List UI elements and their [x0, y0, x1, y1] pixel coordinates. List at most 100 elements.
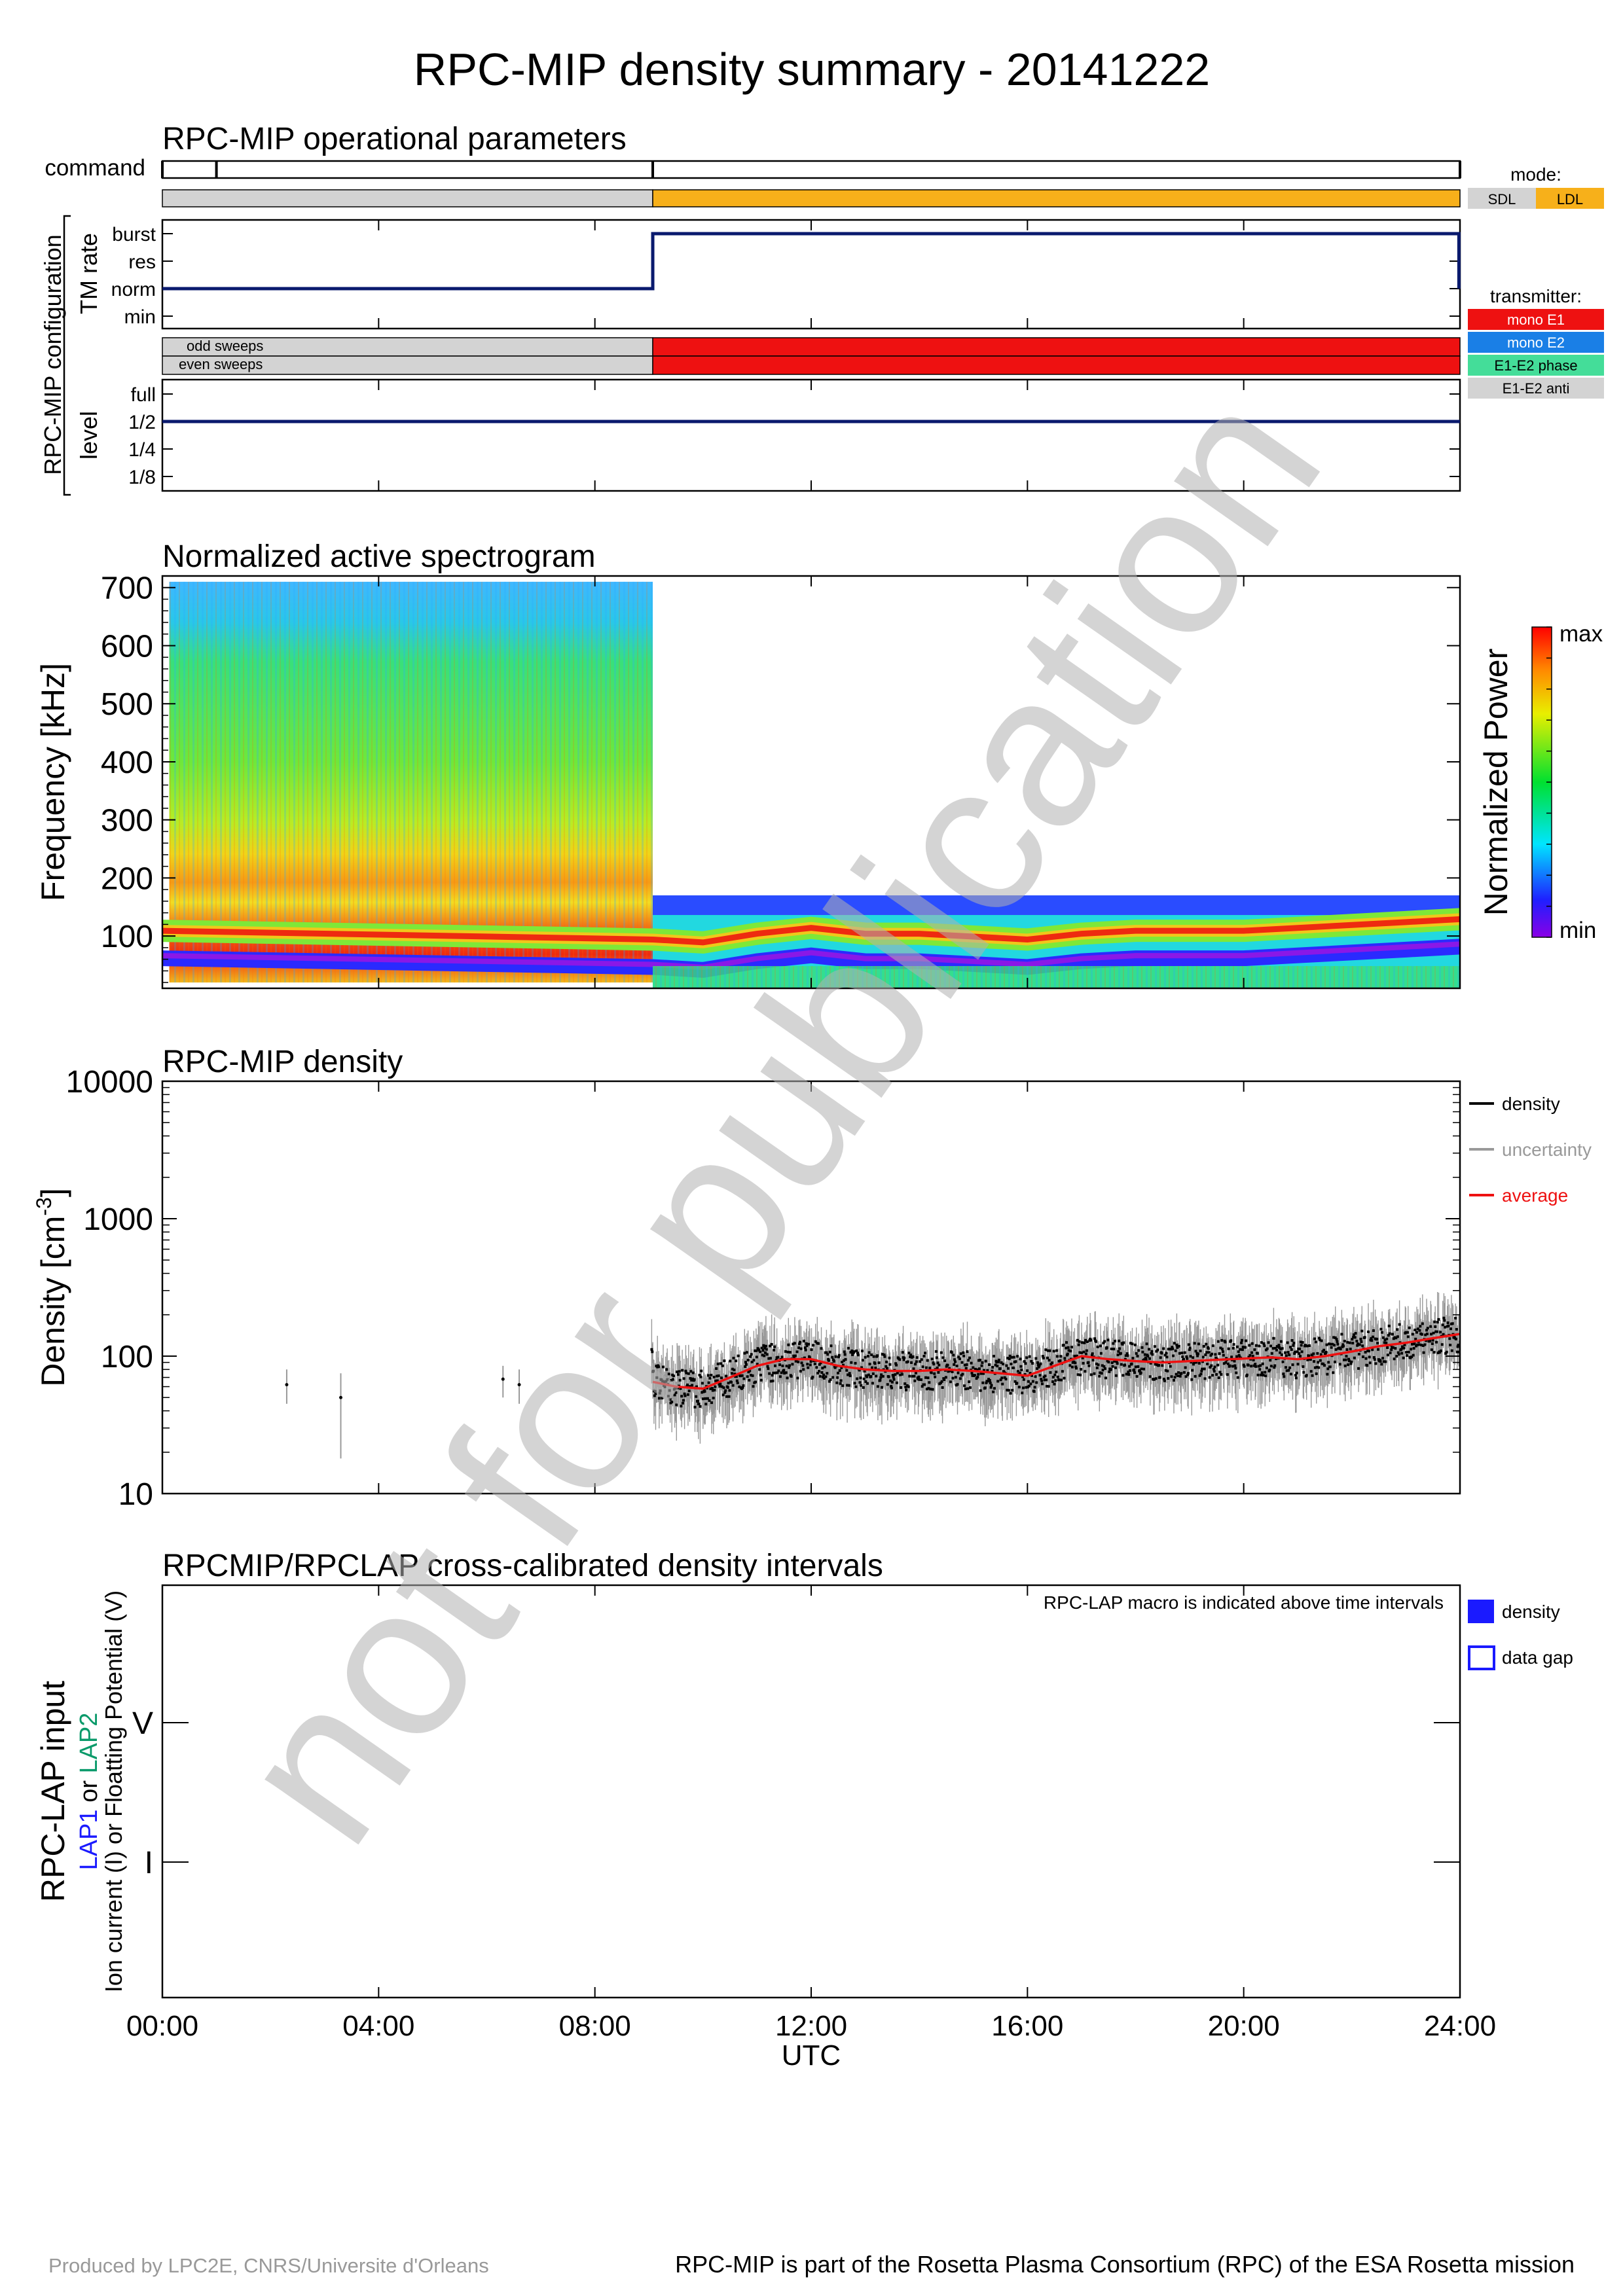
crosscal-legend-swatch-gap: [1468, 1645, 1495, 1670]
spectrogram-title: Normalized active spectrogram: [162, 539, 596, 574]
spectrogram-low-band: [162, 941, 1461, 970]
figure-title: RPC-MIP density summary - 20141222: [414, 44, 1210, 95]
lap2-label: LAP2: [75, 1713, 103, 1774]
mode-segment: [162, 189, 653, 207]
mode-bar: [162, 189, 1461, 207]
density-legend-label: average: [1502, 1185, 1568, 1206]
tm-tick-label: res: [128, 251, 156, 273]
tm-tick-label: min: [124, 306, 156, 328]
tm-tick-label: norm: [111, 279, 156, 300]
level-tick-label: full: [131, 384, 156, 406]
crosscal-legend-swatch-density: [1468, 1600, 1494, 1623]
mode-legend-swatch: [1468, 188, 1536, 209]
watermark: not for publication: [189, 348, 1366, 1884]
density-ylabel-sup: -3: [32, 1197, 56, 1215]
tm-rate-line: [162, 232, 1461, 291]
density-tick-label: 100: [101, 1340, 153, 1374]
density-ylabel: Density [cm-3]: [32, 1188, 71, 1387]
lap1-label: LAP1: [75, 1809, 103, 1870]
odd-sweeps-label: odd sweeps: [187, 338, 263, 354]
spec-tick-label: 300: [101, 804, 153, 838]
spectrogram-image: [162, 581, 1461, 988]
x-tick-label: 24:00: [1424, 2010, 1496, 2042]
footer-left: Produced by LPC2E, CNRS/Universite d'Orl…: [48, 2254, 489, 2277]
crosscal-legend-label: data gap: [1502, 1647, 1573, 1668]
level-axis-label: level: [75, 411, 102, 459]
colorbar-min-label: min: [1559, 918, 1596, 943]
level-tick-label: 1/8: [128, 467, 156, 488]
crosscal-legend-label: density: [1502, 1602, 1560, 1622]
sweep-segment: [162, 355, 653, 375]
operational-title: RPC-MIP operational parameters: [162, 122, 627, 156]
spectrogram-texture: [169, 581, 653, 983]
mode-segment: [652, 189, 1461, 207]
density-tick-label: 1000: [83, 1202, 153, 1237]
transmitter-legend-label: mono E1: [1507, 312, 1565, 328]
spec-tick-label: 600: [101, 629, 153, 664]
x-tick-label: 04:00: [342, 2010, 414, 2042]
transmitter-legend-swatch: [1468, 378, 1604, 399]
mode-legend-label: LDL: [1557, 191, 1583, 207]
lap-or-label: or: [75, 1774, 103, 1810]
x-axis-label: UTC: [782, 2039, 841, 2072]
density-isolated-point: [501, 1377, 505, 1381]
density-legend-label: density: [1502, 1094, 1560, 1114]
tm-rate-axis-label: TM rate: [75, 233, 102, 314]
transmitter-legend-title: transmitter:: [1490, 286, 1582, 306]
command-bar: [161, 160, 1461, 179]
level-tick-label: 1/4: [128, 439, 156, 461]
crosscal-tick-label: I: [145, 1846, 153, 1880]
density-average-line: [652, 1333, 1461, 1390]
spectrogram-ridge: [162, 916, 1461, 946]
spectrogram-texture: [653, 966, 1461, 988]
transmitter-legend-label: mono E2: [1507, 334, 1565, 351]
mode-legend-swatch: [1536, 188, 1604, 209]
density-tick-label: 10000: [66, 1065, 153, 1100]
spectrogram-ylabel: Frequency [kHz]: [35, 663, 71, 901]
colorbar-max-label: max: [1559, 621, 1603, 647]
density-ylabel-end: ]: [35, 1188, 71, 1197]
transmitter-bars: [162, 337, 1461, 375]
density-isolated-point: [285, 1383, 289, 1387]
density-title: RPC-MIP density: [162, 1045, 403, 1079]
mode-legend-title: mode:: [1510, 164, 1561, 185]
mode-legend-label: SDL: [1488, 191, 1516, 207]
crosscal-ylabel-1: RPC-LAP input: [35, 1681, 71, 1902]
crosscal-note: RPC-LAP macro is indicated above time in…: [1044, 1592, 1444, 1613]
transmitter-legend-label: E1-E2 phase: [1494, 357, 1577, 374]
crosscal-tick-label: V: [132, 1706, 153, 1741]
tm-rate-frame: [161, 219, 1461, 330]
x-tick-label: 20:00: [1208, 2010, 1280, 2042]
config-label: RPC-MIP configuration: [39, 234, 66, 475]
spec-tick-label: 100: [101, 920, 153, 954]
crosscal-ylabel-2: LAP1 or LAP2: [75, 1713, 103, 1871]
x-tick-label: 12:00: [775, 2010, 847, 2042]
density-legend-label: uncertainty: [1502, 1139, 1592, 1160]
x-tick-label: 08:00: [559, 2010, 631, 2042]
command-label: command: [45, 155, 145, 181]
crosscal-ylabel-3: Ion current (I) or Floatting Potential (…: [100, 1590, 127, 1992]
colorbar-label: Normalized Power: [1478, 649, 1514, 916]
tm-tick-label: burst: [112, 224, 156, 245]
sweep-segment: [162, 337, 653, 357]
spec-tick-label: 400: [101, 745, 153, 780]
spectrogram-top-band: [653, 895, 1461, 916]
config-bracket: [63, 215, 71, 496]
transmitter-legend-swatch: [1468, 309, 1604, 330]
level-tick-label: 1/2: [128, 412, 156, 433]
density-tick-label: 10: [119, 1477, 153, 1512]
crosscal-title: RPCMIP/RPCLAP cross-calibrated density i…: [162, 1549, 883, 1583]
sweep-segment: [652, 355, 1461, 375]
even-sweeps-label: even sweeps: [179, 356, 263, 372]
x-tick-label: 00:00: [126, 2010, 198, 2042]
spec-tick-label: 700: [101, 571, 153, 606]
density-isolated-point: [517, 1383, 521, 1387]
footer-right: RPC-MIP is part of the Rosetta Plasma Co…: [675, 2251, 1575, 2278]
density-ylabel-main: Density [cm: [35, 1216, 71, 1387]
x-tick-label: 16:00: [991, 2010, 1063, 2042]
transmitter-legend-swatch: [1468, 332, 1604, 353]
sweep-segment: [652, 337, 1461, 357]
density-isolated-point: [339, 1395, 343, 1399]
transmitter-legend-swatch: [1468, 355, 1604, 376]
spec-tick-label: 500: [101, 687, 153, 722]
